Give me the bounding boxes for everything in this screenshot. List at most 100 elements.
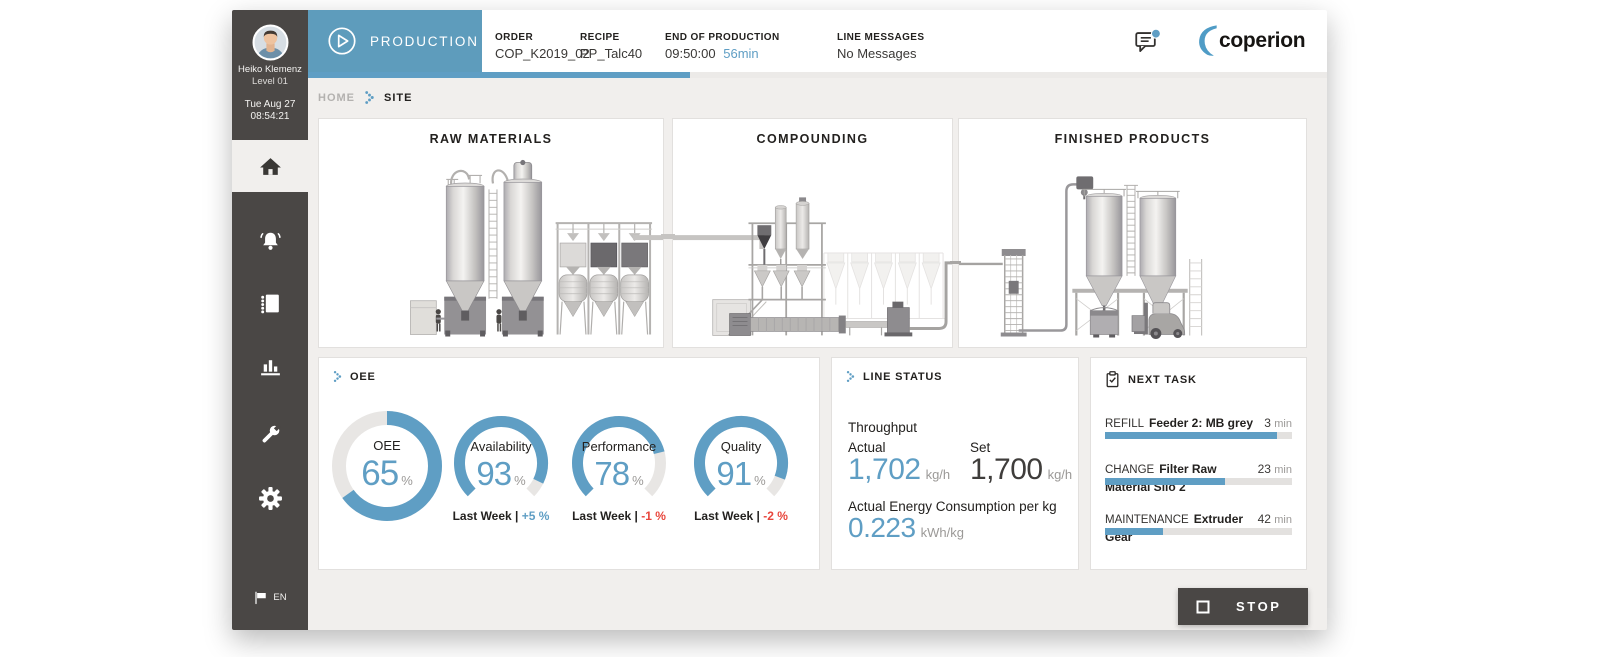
sidebar-item-logbook[interactable] [232, 281, 308, 325]
line-status-header: LINE STATUS [846, 370, 942, 383]
end-remaining: 56min [723, 46, 759, 61]
breadcrumb: HOME SITE [318, 90, 412, 105]
energy-value: 0.223 kWh/kg [848, 512, 964, 543]
gauge-label: Performance [581, 439, 657, 454]
clipboard-check-icon [1105, 370, 1120, 389]
user-level: Level 01 [252, 76, 288, 87]
compounding-panel[interactable]: COMPOUNDING [672, 118, 953, 348]
throughput-set-value: 1,700 kg/h [970, 453, 1073, 486]
oee-title: OEE [350, 370, 376, 383]
task-row[interactable]: REFILL Feeder 2: MB grey 3 min [1105, 416, 1292, 430]
order-label: ORDER [495, 32, 534, 43]
breadcrumb-home[interactable]: HOME [318, 91, 355, 104]
throughput-actual-value: 1,702 kg/h [848, 453, 951, 486]
availability-gauge: Availability 93% [453, 415, 549, 511]
task-progress [1105, 432, 1292, 439]
gauge-value: 65 [361, 454, 399, 493]
gauge-value: 78 [594, 455, 630, 492]
bell-icon [258, 228, 283, 253]
language-switch[interactable]: EN [232, 590, 308, 605]
play-circle-icon [326, 25, 358, 57]
sidebar: Heiko Klemenz Level 01 Tue Aug 27 08:54:… [232, 10, 308, 630]
stop-label: STOP [1236, 599, 1282, 614]
gear-icon [258, 486, 283, 511]
brand-name: coperion [1219, 29, 1306, 52]
quality-gauge: Quality 91% [693, 415, 789, 511]
raw-materials-title: RAW MATERIALS [429, 132, 553, 146]
production-mode-tab[interactable]: PRODUCTION [308, 10, 482, 72]
mode-label: PRODUCTION [370, 33, 479, 49]
gauge-value: 91 [716, 455, 752, 492]
line-status-panel: LINE STATUS Throughput Actual Set 1,702 k… [831, 357, 1079, 570]
gauge-unit: % [514, 473, 526, 488]
gauge-value: 93 [476, 455, 512, 492]
performance-gauge: Performance 78% [571, 415, 667, 511]
notebook-icon [258, 291, 283, 316]
sidebar-item-home[interactable] [232, 140, 308, 192]
line-status-title: LINE STATUS [863, 370, 943, 383]
oee-donut: OEE 65% [331, 410, 443, 522]
stop-square-icon [1196, 600, 1210, 614]
availability-last-week: Last Week | +5 % [452, 509, 550, 523]
raw-materials-panel[interactable]: RAW MATERIALS [318, 118, 664, 348]
gauge-unit: % [401, 473, 413, 488]
end-of-production-label: END OF PRODUCTION [665, 32, 780, 43]
chevron-dots-icon [846, 370, 855, 383]
home-icon [258, 154, 283, 179]
pipe-connector-raw-to-compounding [661, 234, 675, 239]
app-window: PRODUCTION ORDER COP_K2019_02 RECIPE PP_… [232, 10, 1327, 630]
chevron-dots-icon [333, 370, 342, 383]
end-time: 09:50:00 [665, 46, 716, 61]
gauge-label: OEE [373, 438, 401, 453]
sidebar-item-settings[interactable] [232, 476, 308, 520]
coperion-logo: coperion [1194, 24, 1306, 58]
task-row[interactable]: MAINTENANCE Extruder Gear 42 min [1105, 512, 1292, 544]
task-progress [1105, 478, 1292, 485]
sidebar-item-statistics[interactable] [232, 345, 308, 389]
gauge-label: Quality [720, 439, 762, 454]
quality-last-week: Last Week | -2 % [694, 509, 788, 523]
next-task-title: NEXT TASK [1128, 373, 1197, 386]
order-value: COP_K2019_02 [495, 46, 590, 61]
chevron-dots-icon [364, 90, 375, 105]
line-messages-label: LINE MESSAGES [837, 32, 925, 43]
oee-panel: OEE OEE 65% Availability 93% Last Week |… [318, 357, 820, 570]
breadcrumb-current: SITE [384, 91, 413, 104]
raw-materials-illustration [410, 159, 663, 337]
language-label: EN [273, 592, 287, 603]
set-label: Set [970, 440, 991, 455]
next-task-header: NEXT TASK [1105, 370, 1197, 389]
finished-products-panel[interactable]: FINISHED PRODUCTS [958, 118, 1307, 348]
throughput-label: Throughput [848, 420, 918, 435]
stop-button[interactable]: STOP [1178, 588, 1308, 625]
pipe-connector-compounding-to-finished [950, 261, 961, 264]
finished-products-title: FINISHED PRODUCTS [1054, 132, 1211, 146]
finished-products-illustration [959, 176, 1203, 339]
user-name: Heiko Klemenz [238, 64, 302, 75]
production-progress-fill [308, 72, 691, 78]
production-progress-track [308, 72, 1327, 78]
energy-label: Actual Energy Consumption per kg [848, 499, 1057, 514]
messages-bubble-icon[interactable] [1134, 28, 1161, 60]
sidebar-item-alarms[interactable] [232, 218, 308, 262]
flag-icon [253, 590, 268, 605]
bar-chart-icon [258, 355, 283, 380]
recipe-label: RECIPE [580, 32, 620, 43]
sidebar-item-maintenance[interactable] [232, 411, 308, 455]
wrench-icon [258, 421, 283, 446]
end-of-production-value: 09:50:00 56min [665, 46, 759, 61]
performance-last-week: Last Week | -1 % [572, 509, 666, 523]
oee-header: OEE [333, 370, 376, 383]
top-bar: PRODUCTION ORDER COP_K2019_02 RECIPE PP_… [308, 10, 1327, 72]
task-progress [1105, 528, 1292, 535]
compounding-illustration [673, 197, 952, 337]
gauge-unit: % [632, 473, 644, 488]
gauge-label: Availability [470, 439, 532, 454]
actual-label: Actual [848, 440, 886, 455]
avatar[interactable] [252, 24, 289, 66]
current-time: 08:54:21 [250, 111, 290, 122]
coperion-swoosh-icon [1194, 24, 1228, 58]
next-task-panel: NEXT TASK REFILL Feeder 2: MB grey 3 min … [1090, 357, 1307, 570]
recipe-value: PP_Talc40 [580, 46, 643, 61]
line-messages-value: No Messages [837, 46, 917, 61]
